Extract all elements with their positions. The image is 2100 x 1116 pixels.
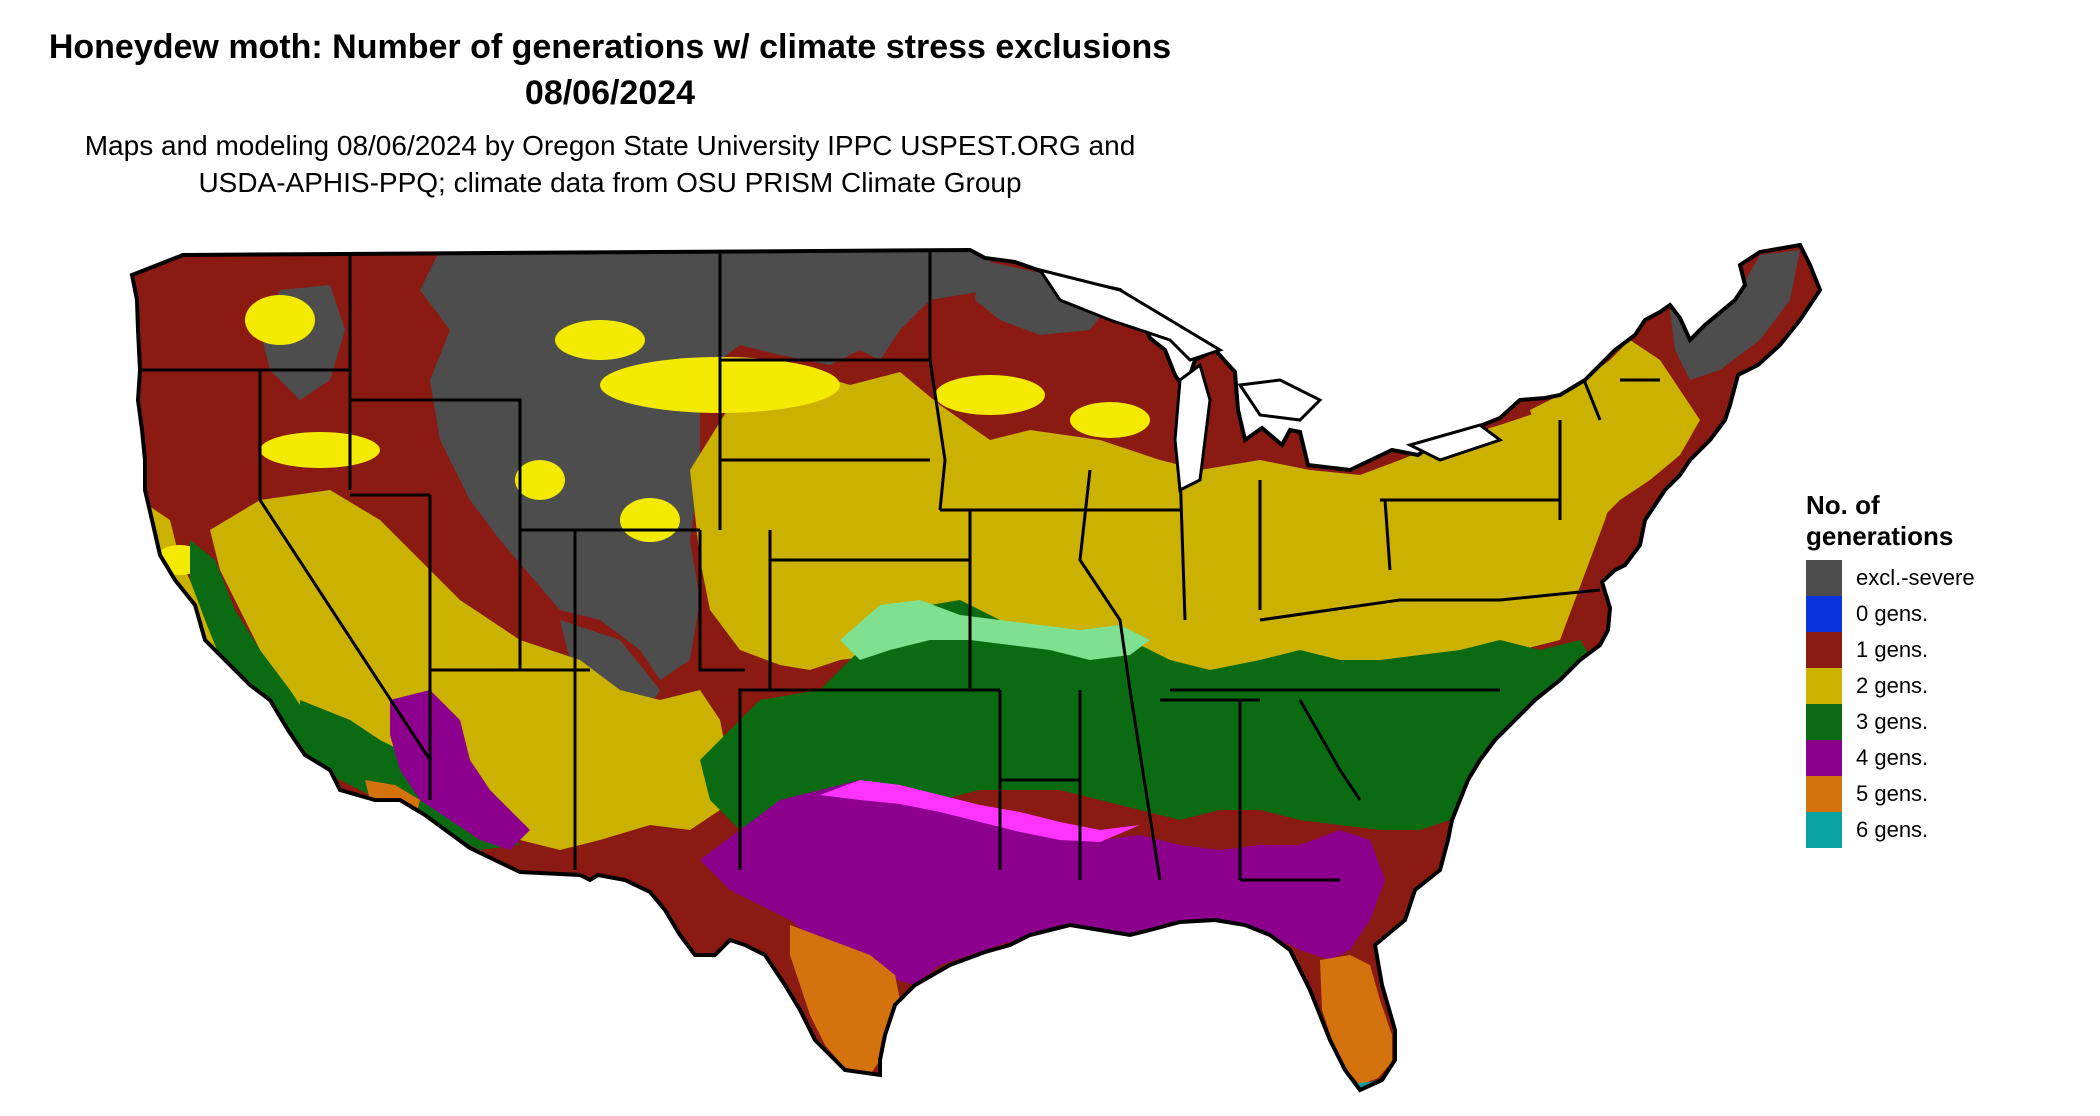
- legend-label: 1 gens.: [1856, 637, 1929, 662]
- region-3-gens-light-band: [840, 600, 1150, 660]
- legend-items: excl.-severe 0 gens. 1 gens. 2 gens. 3 gens.…: [1806, 560, 1975, 848]
- legend-swatch: [1806, 632, 1842, 668]
- legend-item: 4 gens.: [1806, 740, 1975, 776]
- region-3-gens-california-valley: [190, 540, 310, 750]
- legend-swatch: [1806, 812, 1842, 848]
- legend-item: 1 gens.: [1806, 632, 1975, 668]
- legend-item: 2 gens.: [1806, 668, 1975, 704]
- region-4-gens-arizona: [390, 690, 530, 850]
- region-4-gens-light-edge: [820, 780, 1140, 842]
- legend-item: 0 gens.: [1806, 596, 1975, 632]
- legend-label: 4 gens.: [1856, 745, 1929, 770]
- legend-label: 6 gens.: [1856, 817, 1929, 842]
- region-excl-severe-northern-plains: [420, 250, 990, 680]
- legend-label: excl.-severe: [1856, 565, 1975, 590]
- legend-title-line-2: generations: [1806, 521, 1954, 551]
- region-2-gens-california-coast: [140, 500, 320, 810]
- legend-swatch: [1806, 596, 1842, 632]
- legend-item: 5 gens.: [1806, 776, 1975, 812]
- region-4-gens-gulf: [700, 780, 1385, 985]
- legend-label: 2 gens.: [1856, 673, 1929, 698]
- legend: No. of generations excl.-severe 0 gens. 1 …: [1806, 490, 1975, 848]
- great-lakes: [1036, 267, 1504, 493]
- legend-label: 3 gens.: [1856, 709, 1929, 734]
- region-2-gens-new-england: [1530, 340, 1700, 520]
- legend-item: excl.-severe: [1806, 560, 1975, 596]
- region-3-gens-southeast: [700, 600, 1610, 840]
- map-title: Honeydew moth: Number of generations w/ …: [48, 28, 1172, 66]
- state-borders: [140, 250, 1660, 882]
- legend-swatch: [1806, 560, 1842, 596]
- legend-swatch: [1806, 776, 1842, 812]
- legend-item: 3 gens.: [1806, 704, 1975, 740]
- region-excl-severe-great-lakes: [975, 260, 1120, 335]
- legend-title-line-1: No. of: [1806, 490, 1880, 520]
- legend-label: 0 gens.: [1856, 601, 1929, 626]
- legend-swatch: [1806, 740, 1842, 776]
- legend-swatch: [1806, 704, 1842, 740]
- map-credit-line-1: Maps and modeling 08/06/2024 by Oregon S…: [84, 130, 1136, 161]
- legend-item: 6 gens.: [1806, 812, 1975, 848]
- legend-title: No. of generations: [1806, 490, 1975, 552]
- legend-swatch: [1806, 668, 1842, 704]
- region-5-gens-texas-coast: [790, 925, 900, 1075]
- legend-label: 5 gens.: [1856, 781, 1929, 806]
- map-date: 08/06/2024: [524, 74, 696, 112]
- map-credit-line-2: USDA-APHIS-PPQ; climate data from OSU PR…: [198, 167, 1022, 198]
- region-excl-severe-maine: [1670, 250, 1800, 380]
